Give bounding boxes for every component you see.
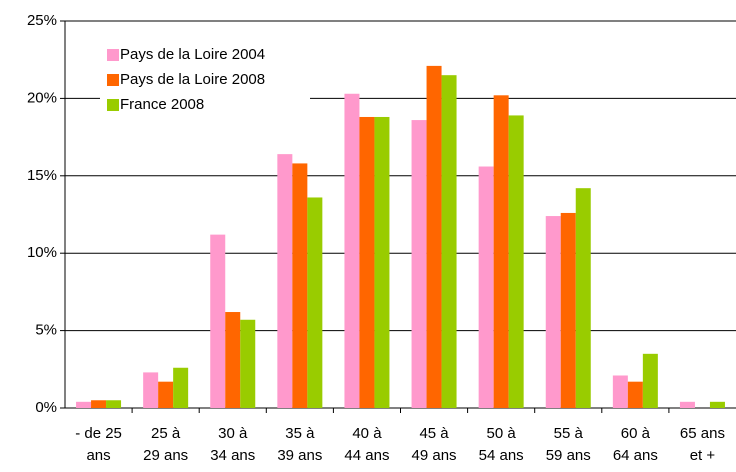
x-tick-label: 25 à [151,425,181,442]
x-tick-label: 50 à [487,425,517,442]
x-tick-label: et + [690,447,716,464]
y-tick-label: 25% [27,12,57,29]
bar [478,166,494,408]
bar [709,401,725,408]
bar [91,400,107,408]
legend-label: Pays de la Loire 2008 [120,71,265,88]
x-tick-label: 45 à [419,425,449,442]
bar [411,120,427,409]
legend-label: France 2008 [120,96,204,113]
x-tick-label: 64 ans [613,447,658,464]
legend-swatch [107,49,119,61]
bar [173,367,189,408]
x-tick-label: 29 ans [143,447,188,464]
bar [612,375,628,408]
bar [344,93,360,409]
x-tick-label: 44 ans [344,447,389,464]
x-tick-label: 49 ans [412,447,457,464]
bar [277,154,293,408]
x-tick-label: 34 ans [210,447,255,464]
bar [359,116,375,408]
x-tick-label: 59 ans [546,447,591,464]
bar [106,400,122,408]
x-tick-label: 35 à [285,425,315,442]
legend-swatch [107,74,119,86]
x-tick-label: - de 25 [75,425,122,442]
bar [627,381,643,408]
bar [76,401,92,408]
x-tick-label: 40 à [352,425,382,442]
bar [292,163,308,408]
x-tick-label: 39 ans [277,447,322,464]
bar [560,212,576,408]
bar [508,115,524,408]
bar [642,353,658,408]
x-tick-label: 30 à [218,425,248,442]
y-tick-label: 10% [27,244,57,261]
bar [679,401,695,408]
bar [426,65,442,408]
y-tick-label: 20% [27,89,57,106]
y-tick-label: 5% [35,322,57,339]
x-tick-label: 55 à [554,425,584,442]
x-tick-label: 60 à [621,425,651,442]
bar [143,372,159,408]
x-tick-label: ans [86,447,110,464]
legend-swatch [107,99,119,111]
bar [374,116,390,408]
y-tick-label: 15% [27,167,57,184]
bar [225,312,241,408]
bar [493,95,509,408]
x-tick-label: 54 ans [479,447,524,464]
legend-box [100,40,310,138]
bar [307,197,323,408]
bar [575,188,591,408]
bar [545,216,561,408]
x-tick-label: 65 ans [680,425,725,442]
bar [240,319,256,408]
legend-label: Pays de la Loire 2004 [120,46,265,63]
bar [441,75,457,409]
y-tick-label: 0% [35,399,57,416]
bar [158,381,174,408]
bar [210,234,226,408]
